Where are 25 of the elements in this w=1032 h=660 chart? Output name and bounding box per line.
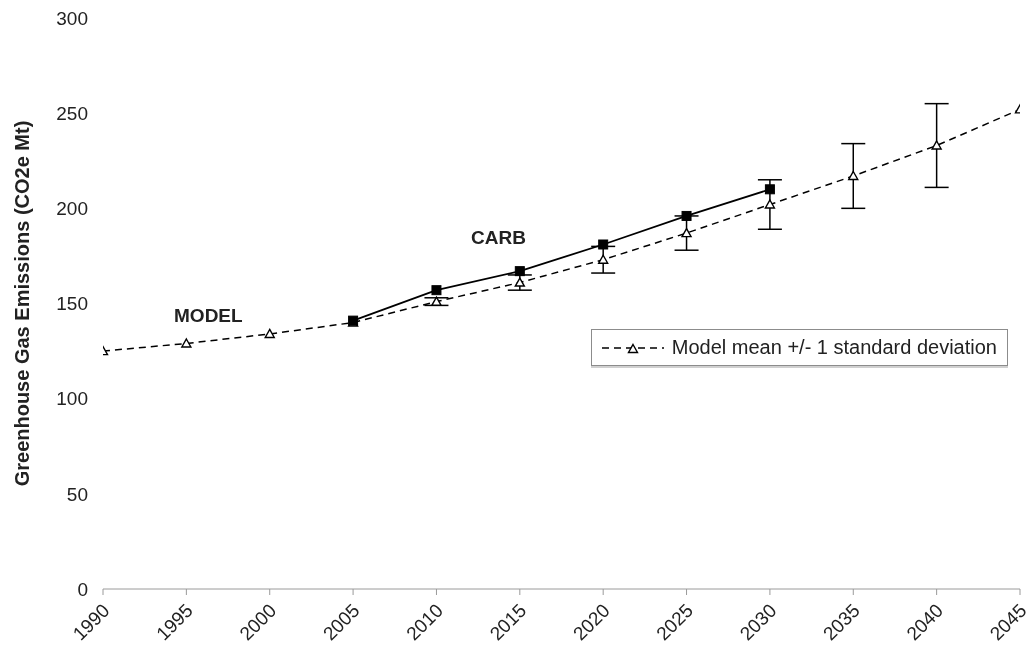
point bbox=[514, 277, 526, 287]
point bbox=[764, 184, 775, 195]
annotation: CARB bbox=[471, 226, 526, 248]
y-tick-label: 0 bbox=[77, 578, 88, 600]
y-axis-title: Greenhouse Gas Emissions (CO2e Mt) bbox=[11, 120, 33, 487]
point bbox=[931, 140, 942, 150]
y-tick-label: 50 bbox=[66, 483, 88, 505]
y-tick-label: 100 bbox=[56, 388, 88, 410]
point bbox=[681, 227, 692, 238]
annotation: MODEL bbox=[174, 304, 244, 326]
y-tick-label: 300 bbox=[56, 7, 88, 29]
point bbox=[597, 254, 609, 264]
point bbox=[431, 285, 442, 296]
point bbox=[598, 239, 609, 250]
y-tick-label: 250 bbox=[56, 102, 88, 124]
point bbox=[181, 338, 192, 348]
point bbox=[514, 266, 525, 277]
point bbox=[431, 296, 442, 306]
y-tick-label: 150 bbox=[56, 293, 88, 315]
point bbox=[264, 328, 275, 339]
point bbox=[681, 210, 692, 221]
point bbox=[764, 199, 776, 209]
point bbox=[848, 170, 859, 181]
y-tick-label: 200 bbox=[56, 198, 88, 220]
legend-label: Model mean +/- 1 standard deviation bbox=[671, 336, 997, 360]
